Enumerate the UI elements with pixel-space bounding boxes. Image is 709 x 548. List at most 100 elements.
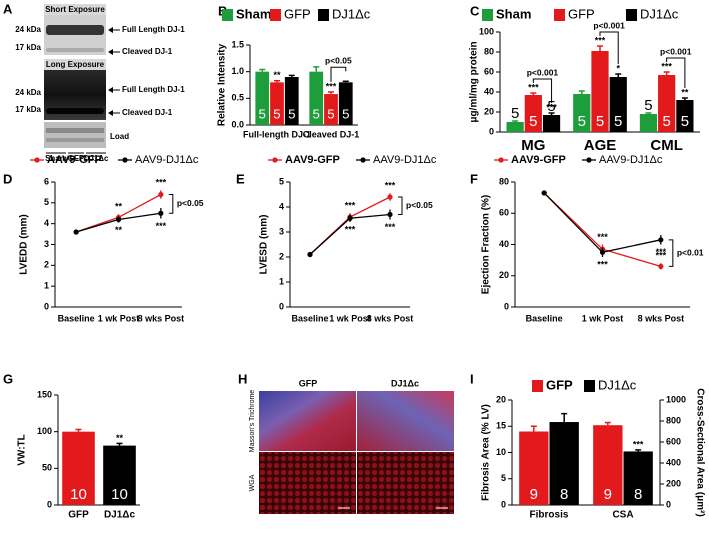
legend-marker [272, 157, 278, 163]
bracket [532, 78, 553, 103]
significance: *** [156, 178, 167, 188]
trichrome-image [259, 391, 356, 451]
arrow-head [108, 49, 113, 55]
legend-label: AAV9-DJ1Δc [373, 154, 437, 166]
legend-label: AAV9-GFP [511, 154, 566, 166]
marker-label: 17 kDa [15, 105, 41, 114]
n-label: 5 [644, 97, 652, 114]
legend-swatch [626, 9, 637, 21]
y-tick-label: 0 [489, 126, 494, 136]
y-tick-label: 800 [666, 415, 681, 425]
y-tick-label: 1 [44, 281, 49, 291]
blot-band [46, 128, 104, 133]
panel-letter: C [470, 3, 480, 18]
legend-label: GFP [546, 377, 573, 392]
y-tick-label: 10 [496, 447, 506, 457]
y-axis-label: μg/ml/mg protein [469, 41, 480, 122]
n-label: 5 [259, 107, 266, 122]
x-tick-label: CML [650, 137, 683, 154]
bracket-label: p<0.05 [406, 200, 433, 210]
legend-label: DJ1Δc [640, 6, 679, 21]
bracket [666, 57, 686, 88]
y-tick-label: 1 [279, 276, 284, 286]
panel-letter: A [3, 1, 13, 16]
legend-label: AAV9-DJ1Δc [599, 154, 663, 166]
significance: *** [546, 102, 557, 112]
column-label: DJ1Δc [391, 378, 419, 388]
y-tick-label: 600 [666, 436, 681, 446]
marker-label: 24 kDa [15, 25, 41, 34]
bar [609, 77, 627, 132]
bar [623, 451, 653, 505]
y-tick-label: 50 [42, 463, 52, 473]
bar [270, 82, 284, 125]
y-tick-label: 3 [44, 239, 49, 249]
trichrome-image [357, 391, 454, 451]
y-tick-label: 2 [44, 260, 49, 270]
significance: *** [345, 201, 356, 211]
significance: *** [156, 221, 167, 231]
n-label: 8 [560, 486, 568, 503]
legend-marker [34, 157, 40, 163]
significance: *** [633, 439, 644, 449]
n-label: 8 [634, 486, 642, 503]
significance: *** [597, 232, 608, 242]
marker [158, 210, 164, 216]
bar [542, 115, 561, 132]
y-tick-label: 100 [37, 426, 52, 436]
n-label: 5 [288, 107, 295, 122]
y-axis-label: LVEDD (mm) [19, 214, 30, 274]
x-tick-label: 8 wks Post [638, 313, 685, 323]
panel-letter: H [238, 371, 247, 386]
legend-label: DJ1Δc [598, 377, 637, 392]
legend-marker [360, 157, 366, 163]
bar [524, 95, 542, 132]
panel-letter: G [3, 371, 13, 386]
y-tick-label: 80 [484, 46, 494, 56]
bracket-label: p<0.001 [660, 46, 692, 56]
n-label: 5 [342, 107, 349, 122]
x-tick-label: 1 wk Post [582, 313, 624, 323]
bar [338, 82, 353, 125]
y-tick-label: 0 [47, 499, 52, 509]
bracket [168, 194, 174, 214]
long-exposure-label: Long Exposure [46, 60, 105, 69]
legend-label: AAV9-DJ1Δc [135, 154, 199, 166]
y-axis-label: VW:TL [17, 434, 28, 465]
bar [506, 122, 524, 132]
bracket-label: p<0.05 [177, 198, 204, 208]
significance: ** [273, 70, 281, 80]
marker [73, 229, 79, 235]
bar [593, 425, 623, 505]
marker [115, 216, 122, 223]
y-axis-label: LVESD (mm) [259, 215, 270, 275]
bracket-label: p<0.001 [593, 20, 625, 30]
marker [387, 194, 393, 200]
blot-band [46, 108, 104, 114]
x-tick-label: Baseline [58, 313, 95, 323]
row-label: WGA [249, 474, 256, 491]
x-tick-label: 8 wks Post [138, 313, 185, 323]
x-tick-label: 1 wk Post [98, 313, 140, 323]
bar [658, 75, 676, 132]
x-tick-label: Fibrosis [530, 510, 569, 521]
group-label: GFP [68, 154, 85, 163]
bar [639, 114, 658, 132]
y-tick-label: 1.0 [231, 66, 244, 76]
n-label: 5 [681, 113, 689, 130]
bar [324, 94, 338, 125]
legend-swatch [270, 9, 281, 21]
legend-label: Sham [236, 6, 271, 21]
y-tick-label: 40 [484, 86, 494, 96]
x-tick-label: MG [521, 137, 545, 154]
panel-letter: D [3, 171, 12, 186]
y-tick-label: 0 [666, 499, 671, 509]
group-label: Sham [45, 154, 67, 163]
y-tick-label: 3 [279, 226, 284, 236]
marker-label: 24 kDa [15, 88, 41, 97]
y-tick-label: 0 [504, 301, 509, 311]
legend-swatch [532, 380, 543, 392]
bracket-label: p<0.01 [677, 247, 704, 257]
n-label: 5 [511, 105, 519, 122]
group-label: DJ1Δc [84, 154, 109, 163]
